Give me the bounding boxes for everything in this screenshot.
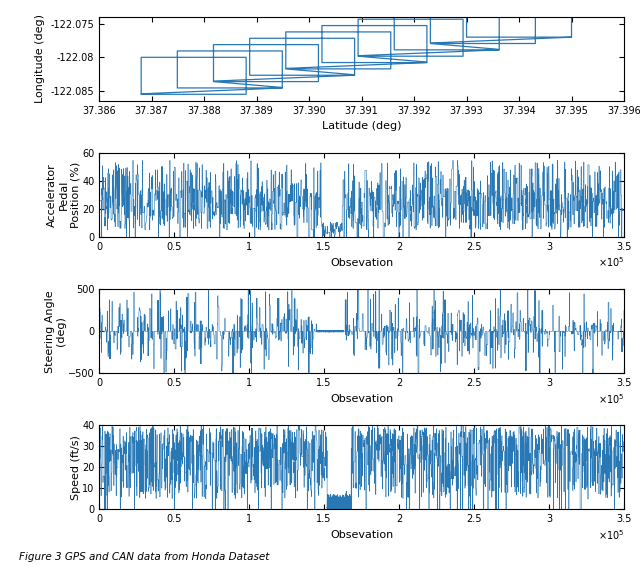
X-axis label: Obsevation: Obsevation bbox=[330, 394, 393, 404]
Text: Figure 3 GPS and CAN data from Honda Dataset: Figure 3 GPS and CAN data from Honda Dat… bbox=[19, 552, 269, 563]
X-axis label: Obsevation: Obsevation bbox=[330, 530, 393, 540]
Y-axis label: Steering Angle
(deg): Steering Angle (deg) bbox=[45, 290, 67, 372]
Text: $\times10^5$: $\times10^5$ bbox=[598, 528, 624, 542]
Y-axis label: Longitude (deg): Longitude (deg) bbox=[35, 15, 45, 104]
X-axis label: Latitude (deg): Latitude (deg) bbox=[322, 122, 401, 131]
X-axis label: Obsevation: Obsevation bbox=[330, 258, 393, 268]
Text: $\times10^5$: $\times10^5$ bbox=[598, 256, 624, 269]
Y-axis label: Accelerator
Pedal
Position (%): Accelerator Pedal Position (%) bbox=[47, 162, 81, 228]
Text: $\times10^5$: $\times10^5$ bbox=[598, 392, 624, 406]
Y-axis label: Speed (ft/s): Speed (ft/s) bbox=[70, 435, 81, 500]
